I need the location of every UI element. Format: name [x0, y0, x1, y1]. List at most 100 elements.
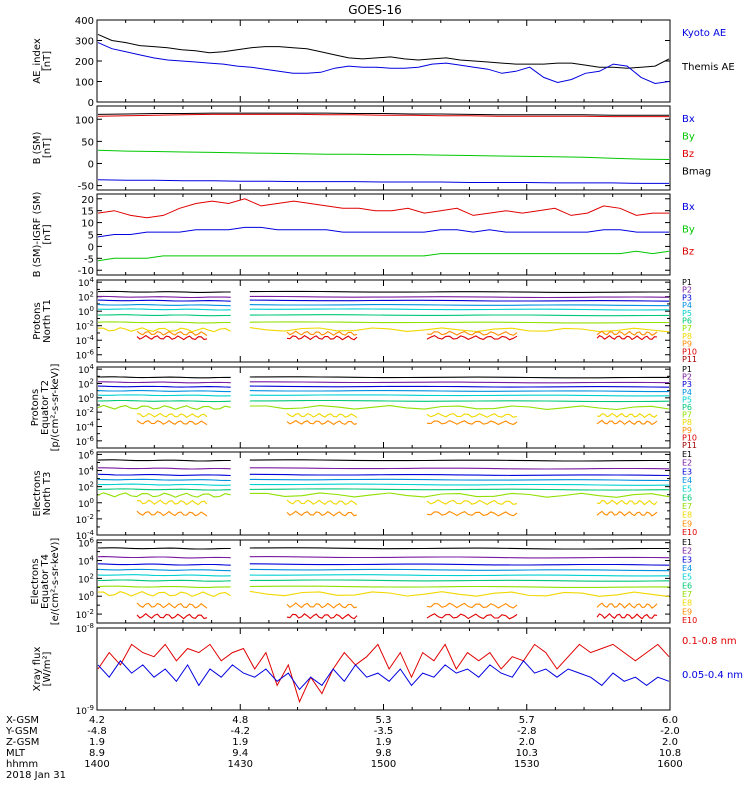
y-tick-label: 400 — [75, 16, 94, 27]
channel-line — [97, 390, 231, 393]
channel-line — [426, 330, 518, 336]
y-tick-label: 106 — [78, 448, 94, 461]
legend-entry: E1 — [682, 450, 692, 459]
panel-ae: AE_index [nT] 0 100 200 300 400 Kyoto AE Themis … — [32, 16, 735, 109]
channel-line — [97, 547, 231, 550]
y-tick-label: 10-2 — [76, 406, 94, 419]
x-date-label: 2018 Jan 31 — [6, 770, 66, 781]
y-tick-label: 104 — [78, 276, 94, 289]
channel-line — [249, 308, 670, 311]
legend-entry: E8 — [682, 599, 692, 608]
series-line — [97, 198, 669, 219]
x-row-value: 10.3 — [516, 748, 538, 759]
channel-line — [249, 585, 669, 588]
x-row-value: 9.4 — [232, 748, 248, 759]
channel-line — [249, 376, 669, 379]
legend-entry: E4 — [682, 564, 692, 573]
channel-line — [286, 499, 358, 506]
x-row-label: Z-GSM — [6, 737, 39, 748]
panel-xray: Xray flux [W/m²] 10-8 10-9 0.1-0.8 nm 0.05-0.… — [32, 622, 743, 717]
panel-ee: Electrons Equator T4 [e/(cm²-s-sr-keV)] 106… — [30, 537, 697, 626]
y-axis-label: AE_index — [32, 38, 43, 84]
x-row-value: -4.8 — [87, 726, 107, 737]
y-tick-label: 50 — [81, 137, 94, 148]
channel-line — [97, 473, 231, 477]
channel-line — [249, 327, 670, 333]
channel-line — [426, 602, 518, 609]
y-tick-label: 102 — [78, 291, 94, 304]
channel-line — [97, 404, 231, 410]
panel-frame — [96, 105, 671, 191]
channel-line — [249, 467, 670, 470]
y-tick-label: 104 — [78, 555, 94, 568]
channel-line — [98, 381, 231, 384]
y-tick-label: -10 — [78, 266, 94, 277]
legend-entry: P1 — [682, 278, 692, 287]
x-row-value: 4.8 — [232, 715, 248, 726]
channel-line — [97, 394, 231, 397]
y-axis-label: Protons — [30, 389, 41, 426]
y-tick-label: 100 — [78, 590, 94, 603]
channel-line — [136, 602, 208, 609]
legend-entry: E9 — [682, 607, 692, 616]
legend-entry: E2 — [682, 459, 692, 468]
channel-line — [286, 412, 358, 418]
legend-entry: E10 — [682, 528, 697, 537]
channel-line — [426, 613, 518, 620]
channel-line — [286, 613, 358, 620]
data-layer — [97, 547, 670, 620]
legend-entry: E9 — [682, 519, 692, 528]
y-tick-label: 102 — [78, 572, 94, 585]
y-axis-label: Protons — [32, 302, 43, 339]
channel-line — [249, 492, 670, 498]
legend-entry: E7 — [682, 590, 692, 599]
panel-bsm: B (SM) [nT] -50 0 50 100 Bx By Bz Bmag — [32, 105, 711, 193]
channel-line — [249, 478, 670, 482]
legend-entry: P8 — [682, 418, 692, 427]
channel-line — [249, 295, 670, 299]
y-axis-label: Electrons — [32, 470, 43, 516]
channel-line — [136, 412, 208, 418]
y-tick-label: 102 — [78, 377, 94, 390]
channel-line — [97, 304, 231, 307]
channel-line — [596, 334, 658, 341]
legend-entry: Bmag — [682, 167, 711, 178]
data-layer — [97, 459, 670, 517]
channel-line — [97, 478, 231, 482]
x-row-value: 2.0 — [519, 737, 535, 748]
x-row-value: -4.2 — [230, 726, 250, 737]
series-line — [97, 179, 669, 184]
plot-title: GOES-16 — [348, 3, 402, 17]
channel-line — [249, 590, 670, 598]
y-axis-label: Equator T4 — [40, 554, 51, 609]
data-layer — [97, 290, 670, 341]
channel-line — [249, 304, 670, 307]
legend-entry: By — [682, 224, 695, 235]
legend-entry: P2 — [682, 286, 692, 295]
x-row-label: Y-GSM — [5, 726, 38, 737]
legend-entry: E6 — [682, 493, 692, 502]
y-axis-label: Electrons — [30, 558, 41, 604]
y-tick-label: 10 — [81, 219, 94, 230]
y-axis-label: [p/(cm²-s-sr-keV)] — [50, 364, 61, 452]
channel-line — [249, 574, 670, 577]
legend-entry: P6 — [682, 317, 692, 326]
channel-line — [97, 563, 231, 566]
y-axis-label: [nT] — [42, 51, 53, 71]
y-axis-label: [W/m²] — [42, 651, 53, 686]
channel-line — [136, 510, 208, 517]
y-tick-label: 102 — [78, 481, 94, 494]
y-tick-label: 10-4 — [76, 529, 95, 542]
channel-line — [426, 412, 518, 418]
y-axis-label: North T1 — [42, 299, 53, 343]
legend-entry: P6 — [682, 403, 692, 412]
y-axis-label: B (SM)-IGRF (SM) — [32, 192, 43, 278]
channel-line — [596, 499, 658, 506]
y-axis-label: Equator T2 — [40, 380, 51, 435]
x-row-value: 1.9 — [232, 737, 248, 748]
channel-line — [596, 613, 658, 620]
series-line — [97, 659, 670, 691]
legend-entry: E4 — [682, 476, 692, 485]
series-line — [97, 112, 669, 116]
